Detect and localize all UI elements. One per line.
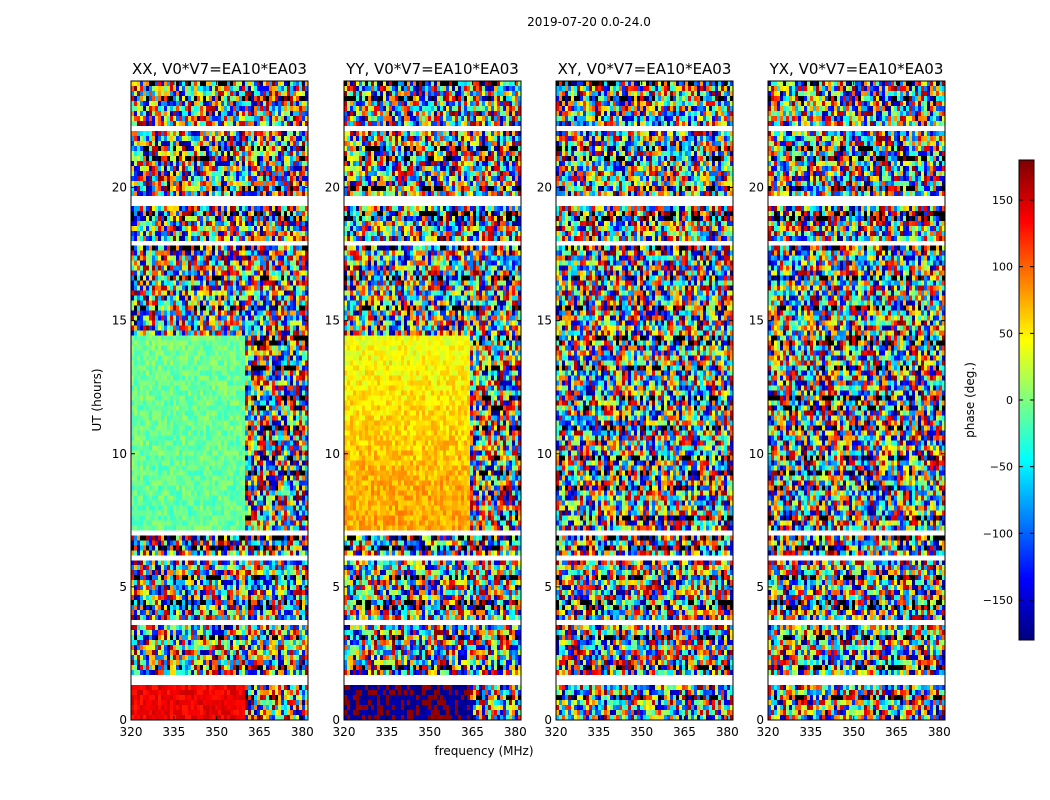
heatmap-image [768,81,945,720]
y-tick-label: 15 [325,314,340,328]
colorbar-tick-label: 150 [992,194,1013,207]
x-tick-label: 365 [461,725,484,739]
y-tick-label: 20 [112,181,127,195]
colorbar-tick-label: 0 [1006,394,1013,407]
heatmap-image [131,81,308,720]
x-tick-label: 320 [333,725,356,739]
colorbar-label: phase (deg.) [963,362,977,438]
y-tick-label: 15 [537,314,552,328]
x-tick-label: 380 [291,725,314,739]
panel-frame [555,80,734,721]
panel-frame [767,80,946,721]
y-tick-label: 5 [332,580,340,594]
figure-suptitle: 2019-07-20 0.0-24.0 [527,15,651,29]
y-tick-label: 20 [325,181,340,195]
y-tick-label: 0 [756,713,764,727]
colorbar-tick-label: −100 [983,527,1013,540]
y-tick-label: 5 [119,580,127,594]
y-tick-label: 5 [756,580,764,594]
y-tick-label: 0 [332,713,340,727]
x-axis-label: frequency (MHz) [434,744,533,758]
colorbar-tick-label: −150 [983,594,1013,607]
panel-title: XX, V0*V7=EA10*EA03 [132,60,307,78]
x-tick-label: 335 [162,725,185,739]
y-tick-label: 15 [112,314,127,328]
heatmap-image [556,81,733,720]
colorbar-tick-label: 50 [999,327,1013,340]
colorbar-tick-label: −50 [990,461,1013,474]
x-tick-label: 350 [418,725,441,739]
colorbar: −150 −100 −50 0 50 100 150 [983,159,1035,641]
x-tick-label: 335 [375,725,398,739]
x-tick-label: 350 [842,725,865,739]
x-tick-label: 380 [716,725,739,739]
panel-title: YX, V0*V7=EA10*EA03 [769,60,944,78]
x-tick-label: 350 [205,725,228,739]
y-tick-label: 0 [544,713,552,727]
y-tick-label: 20 [749,181,764,195]
panel-yx: YX, V0*V7=EA10*EA03 320 335 350 365 380 0 5 10 15… [749,60,951,739]
x-tick-label: 350 [630,725,653,739]
x-tick-label: 320 [120,725,143,739]
panel-xy: XY, V0*V7=EA10*EA03 320 335 350 365 380 0 5 10 15… [537,60,739,739]
x-tick-label: 335 [587,725,610,739]
x-tick-label: 365 [673,725,696,739]
panel-frame [343,80,522,721]
y-tick-label: 5 [544,580,552,594]
panel-title: XY, V0*V7=EA10*EA03 [558,60,732,78]
panel-xx: XX, V0*V7=EA10*EA03 320 335 350 365 380 0 5 10 15… [112,60,314,739]
x-tick-label: 380 [504,725,527,739]
y-tick-label: 10 [325,447,340,461]
panel-title: YY, V0*V7=EA10*EA03 [345,60,519,78]
x-tick-label: 335 [799,725,822,739]
panel-frame [130,80,309,721]
y-tick-label: 10 [749,447,764,461]
x-tick-label: 320 [757,725,780,739]
colorbar-tick-label: 100 [992,261,1013,274]
y-tick-label: 10 [112,447,127,461]
panel-yy: YY, V0*V7=EA10*EA03 320 335 350 365 380 0 5 10 15… [325,60,527,739]
heatmap-image [344,81,521,720]
x-tick-label: 365 [885,725,908,739]
y-axis-label: UT (hours) [90,368,104,431]
y-tick-label: 15 [749,314,764,328]
y-tick-label: 20 [537,181,552,195]
x-tick-label: 365 [248,725,271,739]
y-tick-label: 0 [119,713,127,727]
panel-group: XX, V0*V7=EA10*EA03 320 335 350 365 380 0 5 10 15… [112,60,951,739]
y-tick-label: 10 [537,447,552,461]
colorbar-gradient [1019,160,1034,640]
x-tick-label: 380 [928,725,951,739]
x-tick-label: 320 [545,725,568,739]
